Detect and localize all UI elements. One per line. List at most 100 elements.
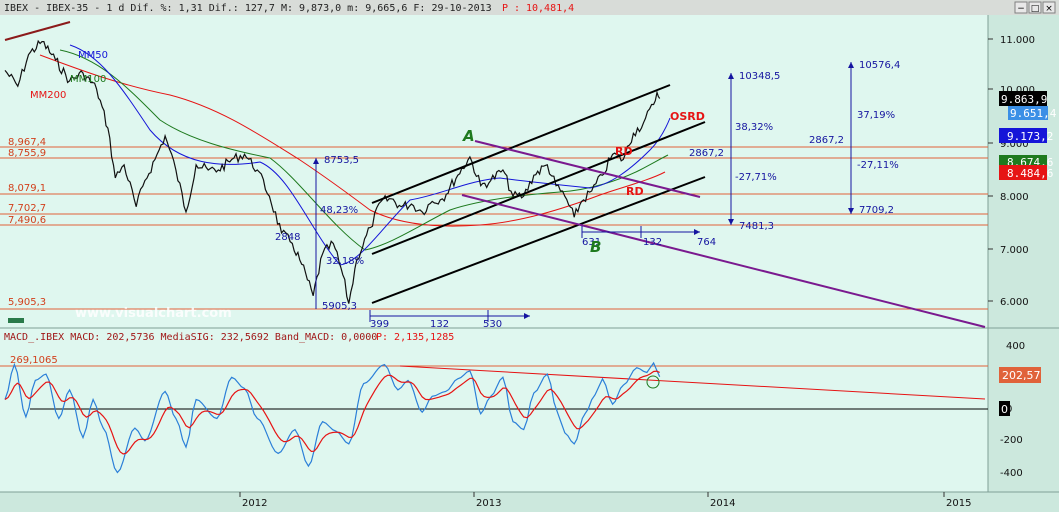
price-tick: 10.000 [1000,85,1035,96]
level-label: 7,702,7 [8,203,46,214]
channel-upper [371,84,671,204]
trend-lines [4,21,986,328]
signal-labels: OSRD RD RD A B [462,110,705,256]
title-bar [0,0,1059,15]
annotation-132a: 132 [430,319,449,330]
minimize-button[interactable] [1014,1,1028,14]
annotation-132b: 132 [643,237,662,248]
time-axis-panel [0,492,1059,512]
osrd-label: OSRD [670,110,705,123]
price-tick: 8.000 [1000,192,1029,203]
annotation-5905: 5905,3 [322,301,357,312]
mm50-price-tag [999,128,1047,143]
annotation-pct3218: 32,18% [326,256,364,267]
level-labels: 8,967,4 8,755,9 8,079,1 7,702,7 7,490,6 … [8,137,46,308]
macd-panel [0,344,988,492]
close-button[interactable] [1042,1,1056,14]
price-tick: 7.000 [1000,245,1029,256]
level-label: 8,755,9 [8,148,46,159]
last-price-text: 9.863,9 [1001,93,1047,106]
annotation-7481: 7481,3 [739,221,774,232]
annotation-530: 530 [483,319,502,330]
mm50-price-text: 9.173,2 [1007,130,1053,143]
maximize-icon: □ [1031,4,1040,14]
mm-price-text: 9.651,4 [1010,107,1057,120]
mm200-label: MM200 [30,90,66,101]
annotation-pct4823: 48,23% [320,205,358,216]
level-label: 5,905,3 [8,297,46,308]
last-price-tag [999,91,1047,106]
mm50-label: MM50 [78,50,108,61]
annotation-7709: 7709,2 [859,205,894,216]
time-axis: 2012 2013 2014 2015 [239,492,971,509]
level-label: 7,490,6 [8,215,46,226]
rd-label-1: RD [615,145,633,158]
close-icon: × [1045,4,1053,14]
price-tick: 11.000 [1000,35,1035,46]
watermark: www.visualchart.com [75,306,232,321]
ma-labels: MM50 MM100 MM200 [30,50,108,101]
signal-line [4,370,660,455]
macd-level-label: 269,1065 [10,355,58,366]
macd-tick: -400 [1000,468,1023,479]
indicator-icon [8,318,24,323]
annotation-2867a: 2867,2 [689,148,724,159]
macd-trend-line [399,365,986,400]
point-b-label: B [590,238,601,256]
mm-price-tag [1008,106,1048,120]
time-label: 2013 [476,498,501,509]
maximize-button[interactable] [1028,1,1042,14]
measure-lines [313,62,854,322]
top-left-resistance-line [4,21,71,41]
chart-header-p-value: 10,481,4 [526,3,574,14]
annotations: 8753,5 48,23% 2848 32,18% 5905,3 399 132… [275,60,900,330]
window-buttons: − □ × [1014,1,1056,14]
macd-tick: -200 [1000,435,1023,446]
macd-axis-panel [988,328,1059,492]
mm200-price-tag [999,165,1047,180]
purple-channel-lower [461,194,986,328]
time-label: 2012 [242,498,267,509]
price-tick: 9.000 [1000,139,1029,150]
mm200-line [39,54,666,227]
price-tick: 6.000 [1000,297,1029,308]
price-panel [0,15,988,328]
annotation-pct2711: -27,11% [857,160,899,171]
macd-value-text: 202,57 [1002,369,1041,382]
annotation-764: 764 [697,237,716,248]
annotation-2848: 2848 [275,232,300,243]
annotation-pct3719: 37,19% [857,110,895,121]
macd-zero-tag [999,401,1010,416]
annotation-10348: 10348,5 [739,71,780,82]
level-label: 8,967,4 [8,137,46,148]
mm100-label: MM100 [70,74,106,85]
macd-tick: 400 [1006,341,1025,352]
time-label: 2014 [710,498,735,509]
annotation-631: 631 [582,237,601,248]
time-label: 2015 [946,498,971,509]
price-axis: 11.000 10.000 9.000 8.000 7.000 6.000 [988,35,1035,308]
annotation-399: 399 [370,319,389,330]
chart-header-p-label: P : [502,3,520,14]
channel-lower [371,176,706,304]
mm100-line [59,49,669,251]
price-line [4,39,661,304]
annotation-2867b: 2867,2 [809,135,844,146]
annotation-8753: 8753,5 [324,155,359,166]
level-label: 8,079,1 [8,183,46,194]
mm200-price-text: 8.484,6 [1007,167,1053,180]
macd-header-bar [0,328,988,344]
annotation-pct2771: -27,71% [735,172,777,183]
chart-header-text: IBEX - IBEX-35 - 1 d Dif. %: 1,31 Dif.: … [4,3,492,14]
macd-header-text: MACD_.IBEX MACD: 202,5736 MediaSIG: 232,… [4,332,377,343]
annotation-10576: 10576,4 [859,60,900,71]
macd-header-p: P: 2,135,1285 [376,332,454,343]
rd-label-2: RD [626,185,644,198]
purple-channel-upper [474,140,701,198]
channel-middle [371,121,706,255]
price-tags: 9.863,9 9.651,4 9.173,2 8.674,6 8.484,6 [999,91,1057,180]
macd-line [4,361,661,474]
minimize-icon: − [1017,4,1025,14]
point-a-label: A [462,127,475,145]
